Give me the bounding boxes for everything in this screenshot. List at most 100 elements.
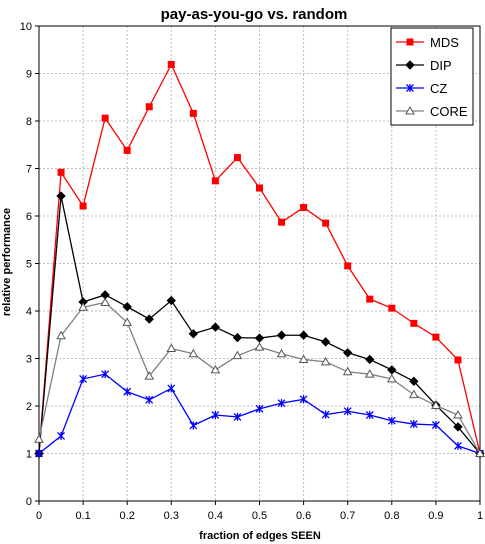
x-tick-label: 0.5 <box>252 510 267 522</box>
data-point-cz <box>79 374 88 383</box>
data-point-core <box>320 356 331 366</box>
data-point-core <box>166 343 177 353</box>
data-point-core <box>364 369 375 378</box>
data-point-mds <box>344 262 352 270</box>
data-point-cz <box>453 441 462 450</box>
x-tick-label: 0.1 <box>75 510 90 522</box>
data-point-mds <box>123 146 131 154</box>
data-point-core <box>386 373 397 383</box>
data-point-core <box>122 317 133 326</box>
series-layer <box>34 60 485 459</box>
data-point-dip <box>409 376 419 387</box>
y-tick-label: 4 <box>26 306 32 318</box>
x-tick-label: 0.6 <box>296 510 311 522</box>
data-point-mds <box>278 218 286 226</box>
data-point-core <box>254 342 265 351</box>
data-point-mds <box>101 114 109 122</box>
data-point-dip <box>56 191 66 201</box>
data-point-cz <box>387 416 396 425</box>
data-point-mds <box>300 203 308 211</box>
data-point-cz <box>277 399 286 408</box>
y-tick-label: 3 <box>26 354 32 366</box>
data-point-dip <box>365 354 375 365</box>
x-tick-label: 0 <box>36 510 42 522</box>
x-tick-label: 0.4 <box>208 510 223 522</box>
legend-label-dip: DIP <box>430 58 452 73</box>
data-point-mds <box>366 295 374 303</box>
x-tick-label: 0.8 <box>384 510 399 522</box>
data-point-cz <box>343 407 352 416</box>
data-point-mds <box>189 109 197 117</box>
data-point-core <box>408 389 419 399</box>
y-tick-label: 5 <box>26 259 32 271</box>
data-point-core <box>232 350 243 360</box>
data-point-core <box>56 330 66 340</box>
legend-label-cz: CZ <box>430 81 447 96</box>
data-point-dip <box>387 365 397 375</box>
data-point-core <box>188 348 199 358</box>
data-point-mds <box>410 319 418 327</box>
data-point-mds <box>432 333 440 341</box>
data-point-cz <box>365 411 374 420</box>
y-tick-label: 6 <box>26 211 32 223</box>
series-cz <box>35 370 484 458</box>
data-point-dip <box>298 330 309 340</box>
data-point-core <box>144 371 155 380</box>
legend-label-core: CORE <box>430 104 468 119</box>
data-point-cz <box>57 431 66 440</box>
x-tick-label: 0.7 <box>340 510 355 522</box>
y-tick-label: 1 <box>26 449 32 461</box>
y-tick-label: 7 <box>26 164 32 176</box>
data-point-core <box>78 302 88 311</box>
legend-marker-cz <box>406 84 414 92</box>
data-point-mds <box>211 177 219 185</box>
data-point-mds <box>167 60 175 68</box>
data-point-dip <box>232 332 243 343</box>
data-point-dip <box>122 302 132 312</box>
legend: MDS DIP CZ CORE <box>390 27 474 126</box>
data-point-cz <box>189 421 198 430</box>
legend-marker-mds <box>406 38 414 46</box>
series-core <box>34 297 485 457</box>
data-point-cz <box>167 384 176 393</box>
y-tick-label: 10 <box>20 21 32 33</box>
data-point-mds <box>145 103 153 111</box>
data-point-cz <box>101 370 110 379</box>
x-tick-label: 1 <box>477 510 483 522</box>
data-point-core <box>210 364 221 374</box>
data-point-core <box>453 410 463 419</box>
data-point-dip <box>453 422 463 432</box>
data-point-core <box>431 400 441 410</box>
data-point-cz <box>299 395 308 404</box>
data-point-cz <box>431 421 440 429</box>
data-point-dip <box>210 322 221 332</box>
data-point-mds <box>322 219 330 227</box>
data-point-dip <box>342 348 353 358</box>
data-point-mds <box>57 168 65 176</box>
data-point-cz <box>409 420 418 429</box>
legend-marker-core <box>405 105 415 115</box>
data-point-mds <box>79 202 87 210</box>
y-axis-label: relative performance <box>1 208 13 316</box>
data-point-core <box>34 434 44 443</box>
y-tick-label: 0 <box>26 496 32 508</box>
x-tick-label: 0.2 <box>120 510 135 522</box>
data-point-core <box>475 448 485 457</box>
data-point-core <box>342 366 353 376</box>
data-point-cz <box>255 404 264 413</box>
data-point-cz <box>35 449 43 458</box>
data-point-cz <box>233 412 242 421</box>
data-point-core <box>276 348 287 358</box>
data-point-dip <box>276 330 287 340</box>
data-point-dip <box>320 337 331 347</box>
data-point-cz <box>123 387 132 396</box>
data-point-cz <box>145 395 154 404</box>
data-point-mds <box>256 184 263 192</box>
x-tick-label: 0.9 <box>428 510 443 522</box>
data-point-mds <box>233 154 241 162</box>
data-point-core <box>100 297 111 306</box>
data-point-mds <box>388 304 396 312</box>
data-point-mds <box>454 356 462 364</box>
data-point-dip <box>254 333 265 343</box>
